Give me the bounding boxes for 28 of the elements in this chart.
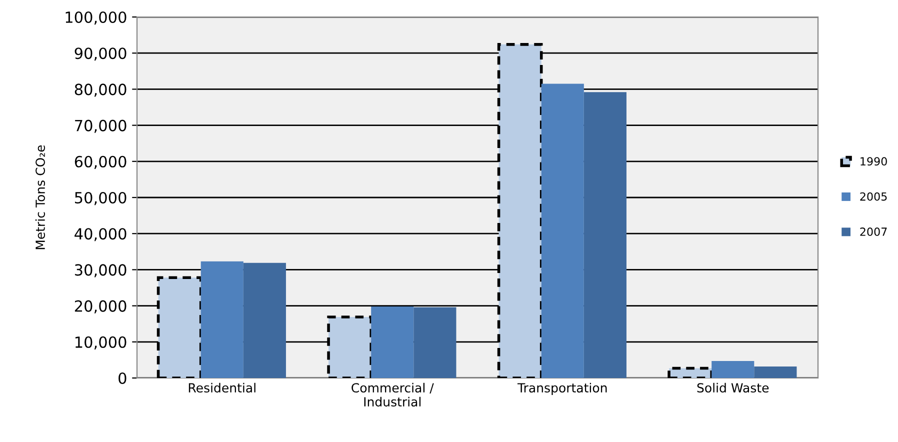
legend-label: 2007 <box>860 228 887 236</box>
bar <box>668 366 713 378</box>
x-tick-label: Solid Waste <box>697 382 769 393</box>
y-tick-label: 20,000 <box>74 300 126 314</box>
y-tick-label: 0 <box>118 372 126 384</box>
x-tick-label: Residential <box>188 382 256 393</box>
y-tick-label: 100,000 <box>66 11 126 25</box>
y-tick-label: 60,000 <box>74 156 126 169</box>
y-tick-label: 70,000 <box>75 120 126 133</box>
x-tick-label: Commercial / Industrial <box>352 382 434 407</box>
bar <box>371 306 414 378</box>
y-tick-label: 30,000 <box>74 264 126 278</box>
bar <box>541 84 584 378</box>
x-tick-label: Transportation <box>517 382 607 395</box>
bar <box>712 361 754 378</box>
y-tick-label: 80,000 <box>74 84 126 97</box>
bar <box>584 92 626 378</box>
y-tick-label: 50,000 <box>75 192 126 206</box>
bar <box>243 262 286 378</box>
bar <box>754 366 797 378</box>
y-tick-label: 10,000 <box>76 336 126 350</box>
y-axis-title: Metric Tons CO₂e <box>35 145 46 250</box>
legend-label: 2005 <box>860 192 887 201</box>
y-tick-label: 40,000 <box>74 228 126 242</box>
y-tick-label: 90,000 <box>74 48 126 61</box>
bar <box>200 261 244 378</box>
legend-label: 1990 <box>860 157 887 166</box>
bar <box>414 307 456 378</box>
